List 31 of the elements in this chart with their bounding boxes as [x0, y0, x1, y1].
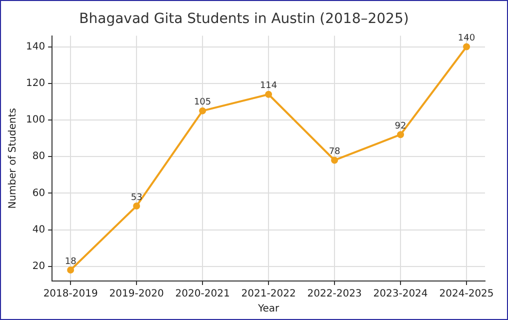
point: [133, 202, 140, 210]
y-tick-label: 100: [26, 114, 46, 126]
point: [199, 107, 206, 114]
data-label: 140: [458, 34, 476, 44]
data-label: 78: [328, 147, 341, 158]
y-tick-label: 20: [32, 260, 46, 272]
y-tick-label: 40: [32, 224, 46, 236]
data-label: 53: [130, 192, 142, 203]
point: [265, 90, 272, 98]
point: [67, 266, 74, 274]
chart-title: Bhagavad Gita Students in Austin (2018–2025): [79, 11, 409, 28]
x-tick-label: 2023-2024: [373, 288, 428, 300]
x-tick-label: 2024-2025: [439, 288, 494, 300]
y-tick-label: 120: [26, 78, 46, 89]
point: [397, 131, 404, 138]
x-tick-label: 2022-2023: [307, 288, 362, 300]
x-axis-title: Year: [256, 304, 280, 315]
data-label: 114: [260, 81, 278, 92]
point: [463, 43, 470, 50]
x-tick-label: 2018-2019: [43, 288, 98, 300]
y-tick-label: 140: [26, 41, 46, 52]
point: [331, 156, 338, 164]
data-label: 105: [194, 98, 212, 108]
y-tick-label: 60: [32, 188, 46, 199]
x-tick-label: 2021-2022: [241, 288, 296, 300]
x-tick-label: 2019-2020: [109, 288, 164, 300]
data-label: 18: [64, 256, 77, 267]
y-tick-label: 80: [32, 151, 46, 162]
y-axis-title: Number of Students: [8, 108, 19, 209]
data-label: 92: [394, 121, 406, 132]
x-tick-label: 2020-2021: [175, 288, 230, 300]
